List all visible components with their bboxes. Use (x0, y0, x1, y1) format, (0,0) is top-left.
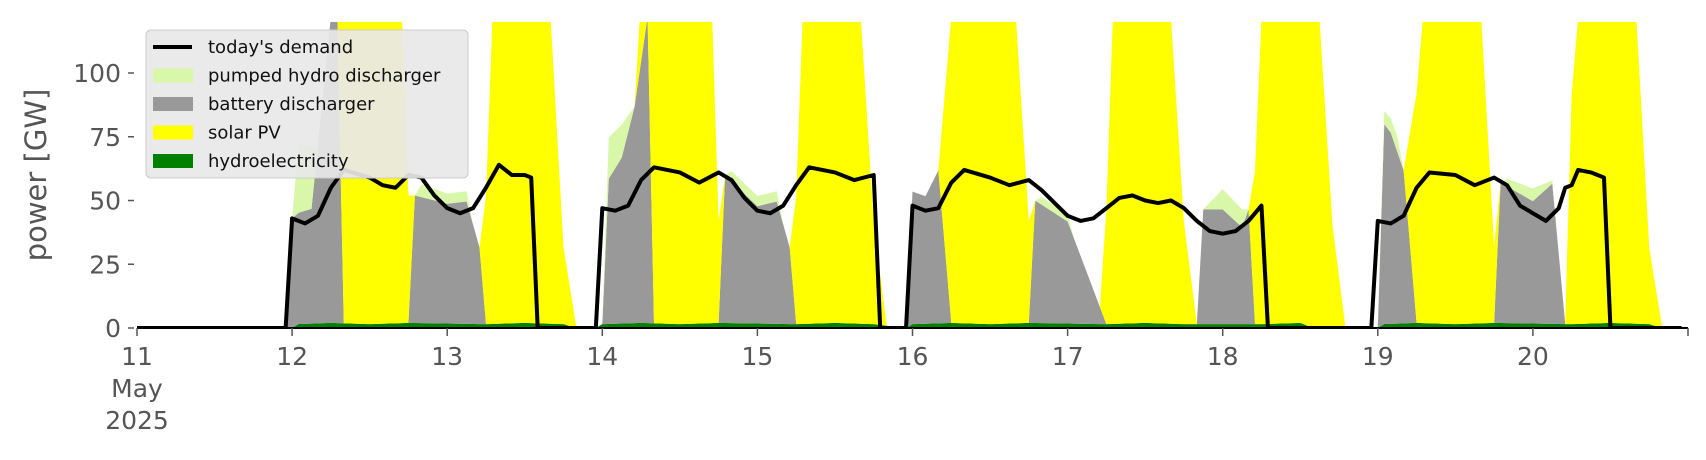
x-tick-label: 17 (1052, 342, 1084, 371)
y-tick-label: 50 (89, 187, 121, 216)
legend-swatch (153, 97, 193, 111)
legend-box (145, 29, 469, 179)
axes: 0 25 50 75 100 11 May 2025 12 13 14 15 16 17 18 19 20 pow… (19, 59, 1689, 435)
legend-label: battery discharger (208, 94, 375, 115)
demand-line-layer (137, 162, 1682, 328)
legend-label: today's demand (208, 37, 353, 58)
legend-swatch (153, 154, 193, 168)
demand-line (137, 162, 1682, 328)
stacked-area-plot (137, 22, 1688, 328)
x-tick-label: 14 (586, 342, 618, 371)
y-axis-label: power [GW] (19, 89, 53, 262)
legend-label: solar PV (208, 123, 281, 144)
legend: today's demand pumped hydro discharger bat… (145, 29, 469, 179)
x-tick-label: 15 (741, 342, 773, 371)
x-tick-label: 11 (121, 342, 153, 371)
x-tick-label: 13 (431, 342, 463, 371)
x-tick-label: 12 (276, 342, 308, 371)
legend-swatch (153, 68, 193, 83)
x-tick-sublabel: May (111, 374, 163, 403)
x-tick-label: 16 (897, 342, 929, 371)
x-tick-label: 19 (1362, 342, 1394, 371)
x-tick-label: 20 (1517, 342, 1549, 371)
x-tick-sublabel: 2025 (105, 406, 169, 435)
legend-label: pumped hydro discharger (208, 66, 441, 87)
area-solar-pv (137, 22, 1688, 328)
x-tick-label: 18 (1207, 342, 1239, 371)
legend-swatch (153, 125, 193, 140)
legend-label: hydroelectricity (208, 151, 349, 172)
y-tick-label: 75 (89, 123, 121, 152)
y-tick-label: 0 (105, 314, 121, 343)
area-battery-discharger (137, 22, 1688, 328)
y-tick-label: 100 (73, 59, 121, 88)
y-tick-label: 25 (89, 250, 121, 279)
